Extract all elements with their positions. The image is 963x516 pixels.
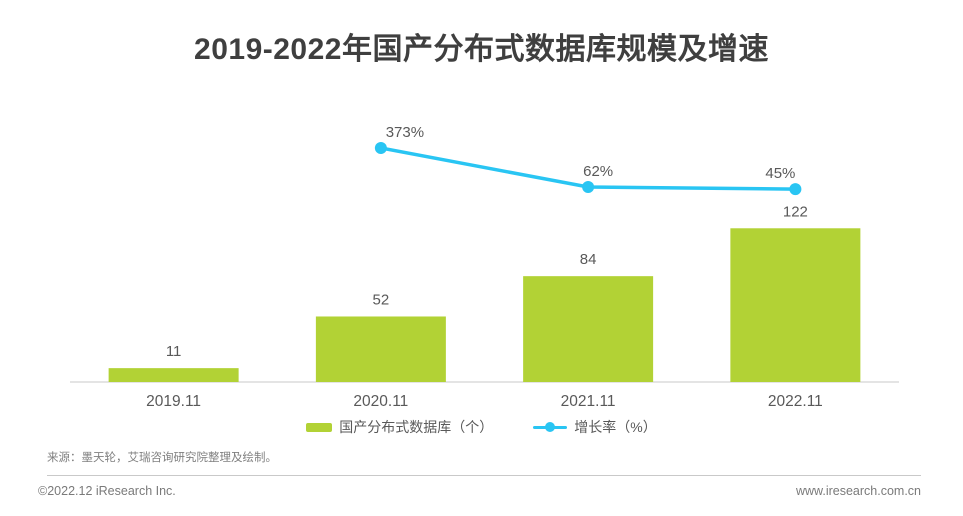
- legend-item-line-series: 增长率（%）: [533, 417, 657, 437]
- bar-value-label-2019.11: 11: [166, 343, 182, 360]
- chart-legend: 国产分布式数据库（个） 增长率（%）: [0, 417, 963, 437]
- bar-2022.11: [730, 228, 861, 382]
- bar-2020.11: [315, 316, 446, 382]
- legend-label-bar-series: 国产分布式数据库（个）: [339, 419, 494, 435]
- x-tick-label-2019.11: 2019.11: [146, 393, 201, 410]
- bar-value-label-2020.11: 52: [373, 291, 390, 308]
- legend-label-line-series: 增长率（%）: [574, 419, 657, 435]
- legend-item-bar-series: 国产分布式数据库（个）: [306, 417, 493, 437]
- line-value-label-2022.11: 45%: [765, 165, 795, 182]
- bar-2019.11: [108, 368, 239, 382]
- line-value-label-2020.11: 373%: [386, 124, 424, 141]
- line-swatch-dot: [545, 422, 556, 432]
- x-tick-label-2020.11: 2020.11: [353, 393, 408, 410]
- source-note: 来源：墨天轮，艾瑞咨询研究院整理及绘制。: [47, 452, 277, 464]
- x-tick-label-2022.11: 2022.11: [768, 393, 823, 410]
- bar-value-label-2021.11: 84: [580, 251, 597, 268]
- bar-value-label-2022.11: 122: [783, 203, 808, 220]
- line-point-2021.11: [582, 180, 595, 193]
- footer-divider: [47, 475, 921, 476]
- chart-canvas: 11 2019.11 52 2020.11 84 2021.11 122 2022.11 373…: [70, 124, 899, 410]
- x-tick-label-2021.11: 2021.11: [561, 393, 616, 410]
- bar-2021.11: [523, 276, 654, 382]
- copyright-text: ©2022.12 iResearch Inc.: [38, 484, 176, 498]
- line-point-2022.11: [789, 183, 802, 196]
- line-series-swatch-icon: [533, 422, 568, 432]
- line-value-label-2021.11: 62%: [583, 163, 613, 180]
- chart-title: 2019-2022年国产分布式数据库规模及增速: [194, 33, 769, 66]
- line-point-2020.11: [374, 142, 387, 154]
- bar-series-swatch-icon: [306, 422, 333, 432]
- website-link: www.iresearch.com.cn: [795, 484, 921, 498]
